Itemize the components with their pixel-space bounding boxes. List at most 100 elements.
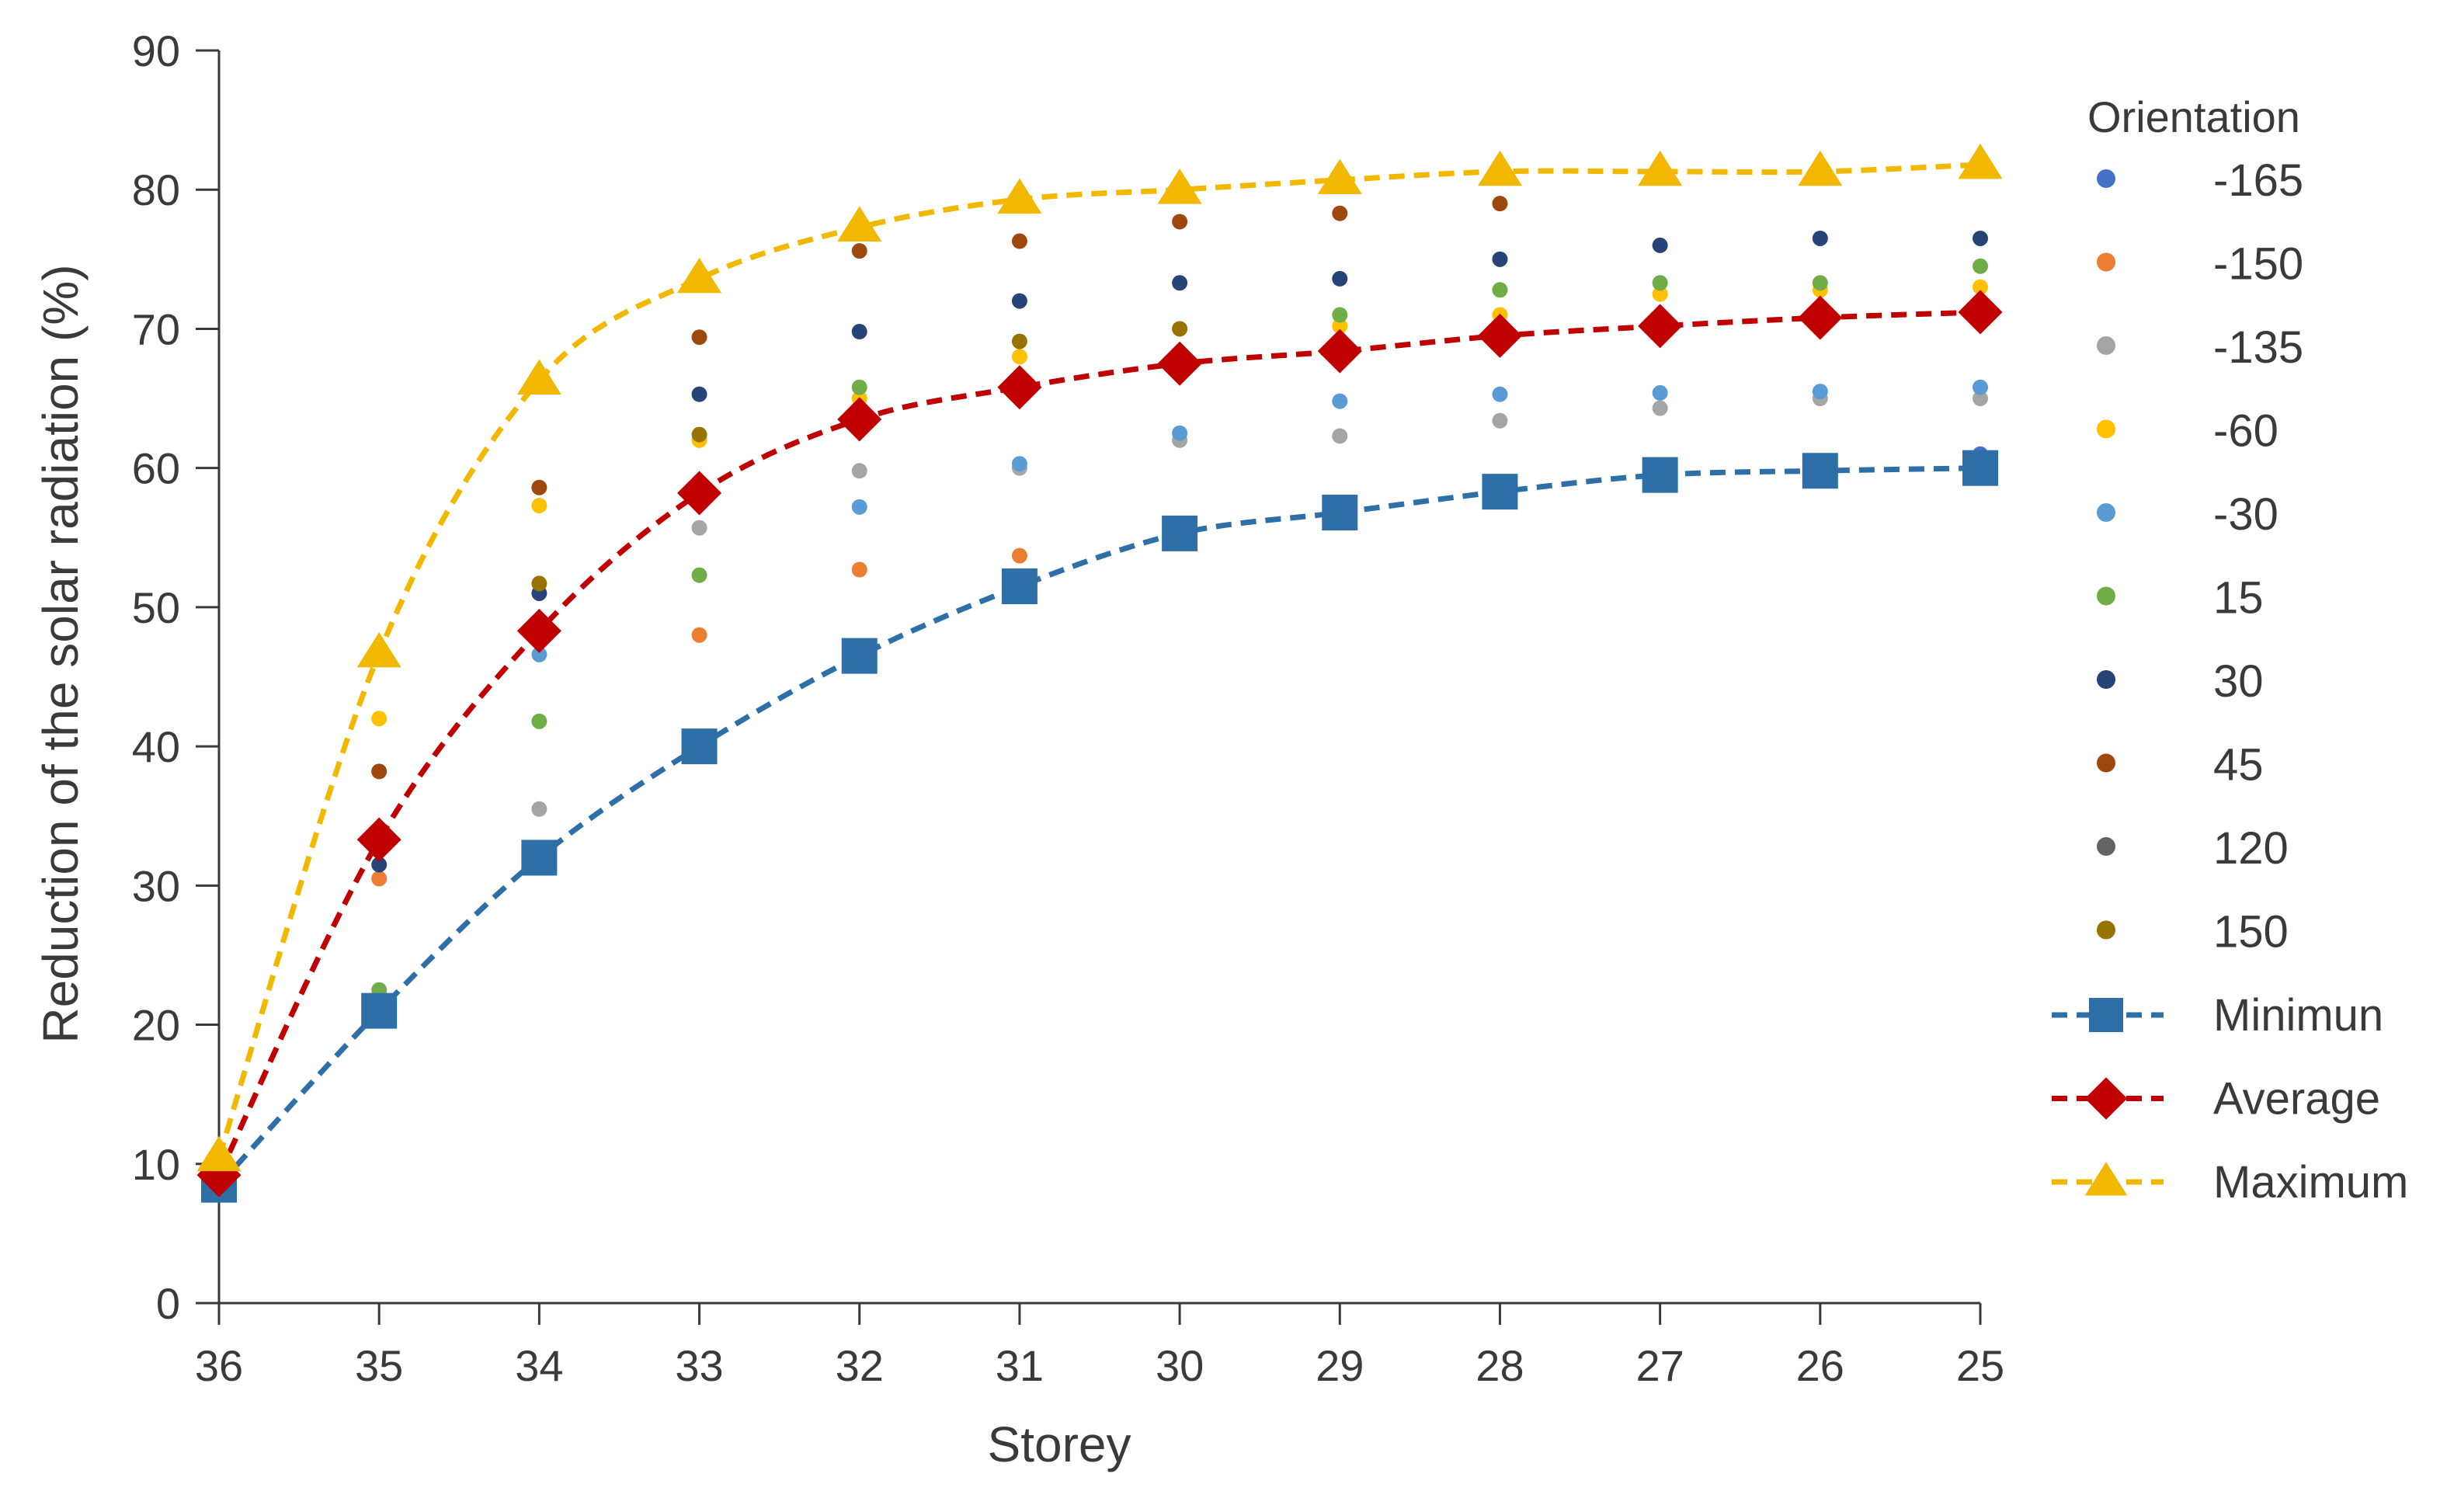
legend-label: -165 xyxy=(2213,155,2303,206)
legend-marker xyxy=(2097,336,2115,355)
data-point xyxy=(691,520,707,536)
x-tick-label: 32 xyxy=(836,1341,884,1390)
data-point xyxy=(1011,456,1027,472)
data-point xyxy=(1322,495,1358,531)
data-point xyxy=(1652,384,1668,401)
legend-label: -135 xyxy=(2213,322,2303,373)
data-point xyxy=(1812,275,1828,291)
plot-area xyxy=(196,143,2003,1203)
y-tick-label: 90 xyxy=(132,26,180,75)
data-point xyxy=(1652,275,1668,291)
y-tick-label: 10 xyxy=(132,1140,180,1189)
legend-item: Minimun xyxy=(2052,990,2383,1041)
data-point xyxy=(691,329,707,346)
data-point xyxy=(371,871,388,887)
legend-label: -30 xyxy=(2213,489,2278,540)
y-tick-label: 60 xyxy=(132,444,180,493)
data-point xyxy=(1482,474,1518,510)
data-point xyxy=(1812,384,1828,400)
data-point xyxy=(681,728,718,765)
y-tick-label: 70 xyxy=(132,304,180,353)
data-point xyxy=(1477,150,1522,186)
data-point xyxy=(841,638,878,674)
legend-label: 30 xyxy=(2213,656,2264,707)
x-tick-label: 34 xyxy=(515,1341,563,1390)
series-line xyxy=(216,309,1981,1177)
data-point xyxy=(371,711,388,727)
data-point xyxy=(1973,391,1988,407)
data-point xyxy=(1011,547,1027,564)
series-line xyxy=(217,465,1981,1187)
legend-label: -60 xyxy=(2213,406,2278,457)
data-point xyxy=(851,379,867,395)
legend-item: -150 xyxy=(2097,239,2303,290)
series-minimun xyxy=(201,450,1998,1203)
data-point xyxy=(1172,275,1188,291)
data-point xyxy=(677,257,722,294)
x-tick-label: 26 xyxy=(1796,1341,1844,1390)
legend-item: 45 xyxy=(2097,740,2264,791)
data-point xyxy=(1172,214,1188,230)
data-point xyxy=(691,567,707,583)
data-point xyxy=(1492,412,1508,429)
data-point xyxy=(1642,457,1678,493)
legend-item: 30 xyxy=(2097,656,2264,707)
x-tick-label: 27 xyxy=(1635,1341,1684,1390)
data-point xyxy=(851,324,867,340)
y-axis-title: Reduction of the solar radiation (%) xyxy=(33,264,89,1043)
legend-item: 15 xyxy=(2097,573,2264,624)
legend-item: 150 xyxy=(2097,907,2289,958)
data-point xyxy=(1011,333,1027,349)
data-point xyxy=(371,763,388,780)
series-45 xyxy=(371,196,1508,780)
data-point xyxy=(1317,158,1362,195)
legend-label: -150 xyxy=(2213,239,2303,290)
data-point xyxy=(1492,251,1508,267)
data-point xyxy=(851,243,867,259)
legend-item: -30 xyxy=(2097,489,2278,540)
legend-marker xyxy=(2097,920,2115,940)
data-point xyxy=(516,359,561,395)
legend-label: Minimun xyxy=(2213,990,2383,1041)
data-point xyxy=(997,365,1042,410)
data-point xyxy=(1798,295,1843,340)
data-point xyxy=(196,1135,242,1172)
data-point xyxy=(1157,169,1202,204)
data-point xyxy=(1172,425,1188,441)
data-point xyxy=(531,479,547,495)
legend-marker xyxy=(2097,586,2115,606)
axes: 0 10 20 30 40 50 60 70 80 90 36 35 34 33 32 31 30 29 28 27 2… xyxy=(132,26,2004,1390)
series-150 xyxy=(531,321,1188,592)
series-15 xyxy=(371,258,1988,998)
data-point xyxy=(531,713,547,729)
y-tick-label: 30 xyxy=(132,861,180,910)
data-point xyxy=(1958,143,2003,179)
x-tick-label: 31 xyxy=(996,1341,1044,1390)
legend-item: -60 xyxy=(2097,406,2278,457)
data-point xyxy=(1492,386,1508,402)
data-point xyxy=(531,575,547,592)
data-point xyxy=(837,397,882,442)
data-point xyxy=(1812,230,1828,246)
data-point xyxy=(1973,258,1988,274)
data-point xyxy=(1798,150,1843,186)
data-point xyxy=(1332,307,1348,323)
series-average xyxy=(196,290,2003,1197)
data-point xyxy=(837,206,882,242)
x-axis-title: Storey xyxy=(988,1416,1131,1472)
x-tick-label: 36 xyxy=(195,1341,243,1390)
legend: -165 -150 -135 -60 -30 15 30 45 120 150 Minimun Ave… xyxy=(2052,155,2408,1208)
data-point xyxy=(531,498,547,514)
data-point xyxy=(516,608,561,653)
legend-marker xyxy=(2097,753,2115,773)
series--135 xyxy=(531,391,1988,817)
data-point xyxy=(851,561,867,578)
legend-marker xyxy=(2084,1162,2128,1196)
x-tick-label: 30 xyxy=(1156,1341,1204,1390)
legend-item: 120 xyxy=(2097,823,2289,874)
y-tick-label: 50 xyxy=(132,583,180,632)
legend-marker xyxy=(2097,837,2115,856)
data-point xyxy=(1332,318,1348,334)
data-point xyxy=(1172,321,1188,337)
